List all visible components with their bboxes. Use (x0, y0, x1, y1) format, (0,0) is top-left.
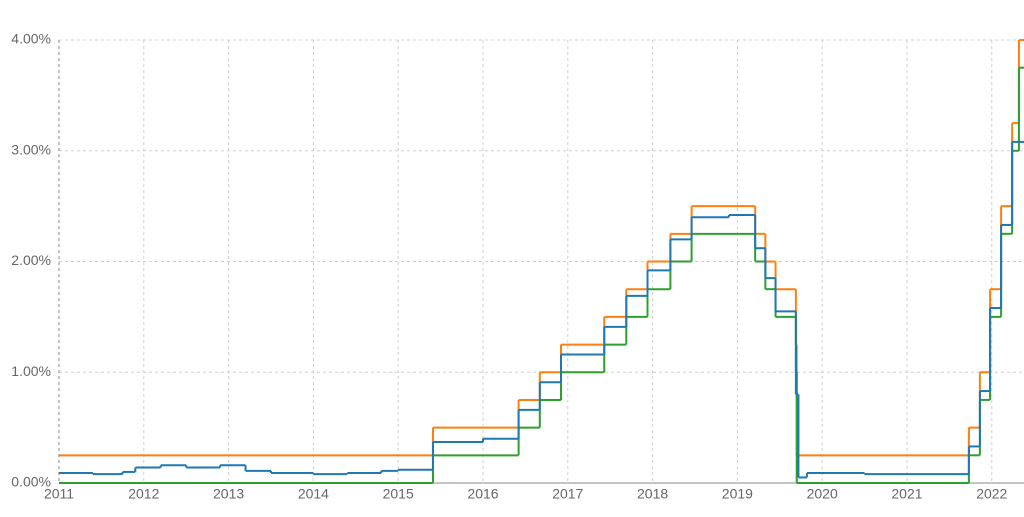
x-tick-label: 2015 (383, 486, 414, 502)
x-tick-label: 2012 (128, 486, 159, 502)
y-tick-label: 4.00% (11, 31, 51, 47)
x-tick-label: 2011 (44, 486, 74, 502)
x-tick-label: 2022 (976, 486, 1007, 502)
x-tick-label: 2018 (637, 486, 668, 502)
x-tick-label: 2017 (552, 486, 583, 502)
x-tick-label: 2019 (722, 486, 753, 502)
y-tick-label: 1.00% (11, 363, 51, 379)
x-tick-label: 2016 (467, 486, 498, 502)
y-tick-label: 3.00% (11, 141, 51, 157)
x-tick-label: 2013 (213, 486, 244, 502)
x-tick-label: 2021 (891, 486, 922, 502)
x-tick-label: 2014 (298, 486, 329, 502)
y-tick-label: 2.00% (11, 252, 51, 268)
y-tick-label: 0.00% (11, 474, 51, 490)
x-tick-label: 2020 (807, 486, 838, 502)
